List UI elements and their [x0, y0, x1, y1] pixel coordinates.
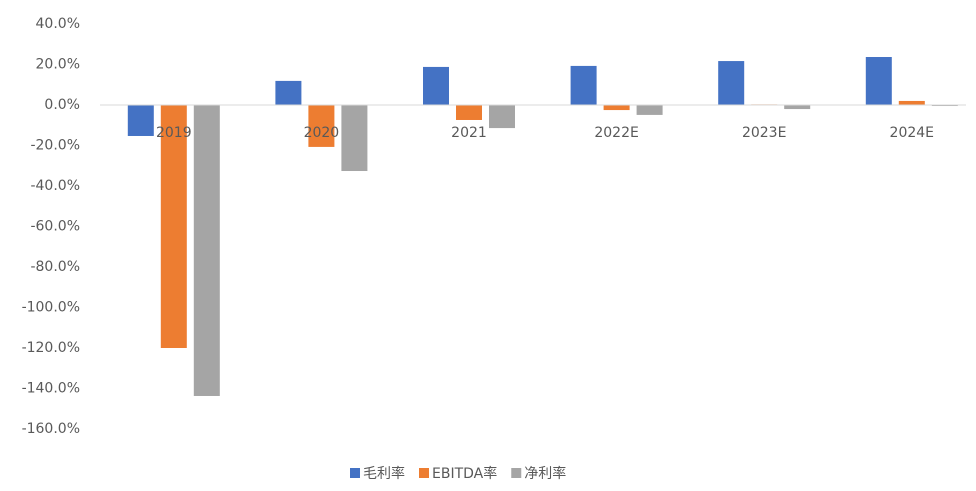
y-tick-label: 0.0%: [44, 97, 80, 113]
y-tick-label: 40.0%: [36, 16, 80, 32]
bar: [570, 65, 597, 105]
y-tick-label: 20.0%: [36, 57, 80, 73]
bar: [275, 80, 302, 105]
bar: [193, 105, 220, 396]
bar: [127, 105, 154, 136]
y-tick-label: -140.0%: [22, 381, 80, 397]
x-tick-label: 2024E: [890, 125, 934, 141]
bar: [784, 105, 811, 110]
x-tick-label: 2019: [156, 125, 192, 141]
y-tick-label: -80.0%: [30, 259, 80, 275]
bar: [603, 105, 630, 111]
y-tick-label: -160.0%: [22, 421, 80, 437]
bar: [456, 105, 482, 120]
legend-label: 毛利率: [363, 465, 405, 482]
bar: [489, 105, 515, 129]
bar: [423, 66, 449, 105]
bar: [931, 105, 958, 107]
legend-swatch: [350, 468, 360, 478]
y-tick-label: -40.0%: [30, 178, 80, 194]
bar: [898, 100, 925, 105]
bar: [636, 105, 663, 115]
y-tick-label: -120.0%: [22, 340, 80, 356]
y-tick-label: -20.0%: [30, 138, 80, 154]
x-tick-label: 2020: [304, 125, 340, 141]
x-tick-label: 2023E: [742, 125, 786, 141]
legend-swatch: [419, 468, 429, 478]
legend-swatch: [511, 468, 522, 478]
legend-label: 净利率: [524, 465, 566, 482]
bar: [160, 105, 187, 348]
x-tick-label: 2022E: [594, 125, 638, 141]
bar: [865, 57, 892, 105]
bar: [718, 61, 745, 105]
legend-label: EBITDA率: [432, 465, 497, 482]
y-tick-label: -100.0%: [22, 300, 80, 316]
bar: [308, 105, 335, 147]
bar: [341, 105, 368, 172]
y-tick-label: -60.0%: [30, 219, 80, 235]
x-tick-label: 2021: [451, 125, 487, 141]
